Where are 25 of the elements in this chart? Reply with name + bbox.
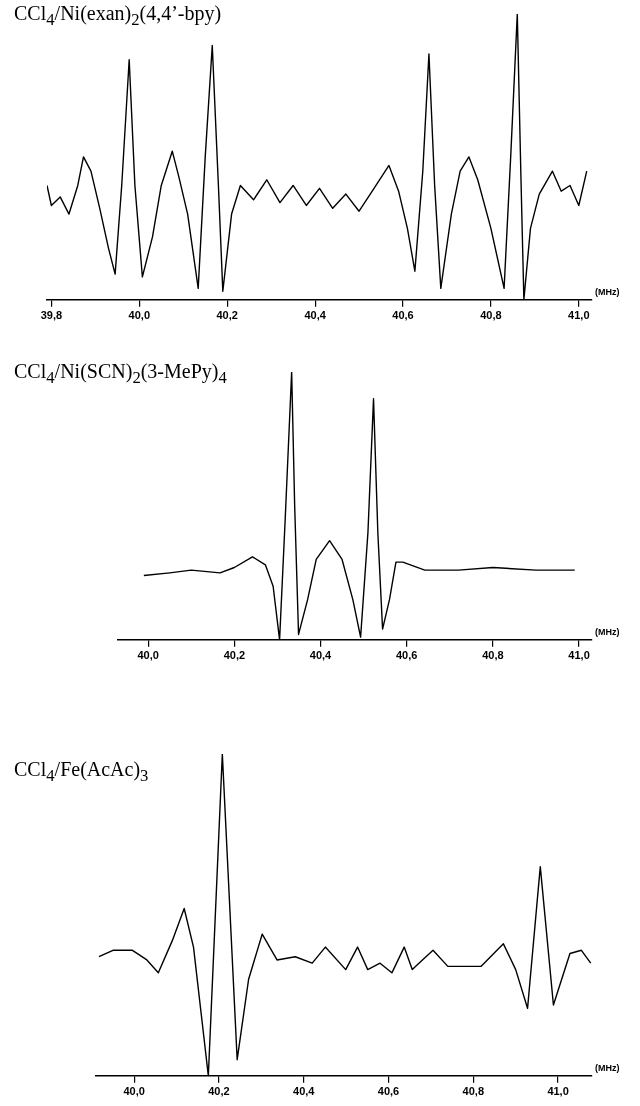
x-tick-label: 41,0	[568, 309, 590, 322]
x-tick-label: 40,4	[293, 1085, 316, 1098]
x-tick-label: 40,2	[208, 1085, 230, 1098]
x-axis-title: (MHz)	[595, 626, 620, 637]
x-tick-label: 41,0	[547, 1085, 569, 1098]
x-tick-label: 40,2	[223, 649, 246, 662]
x-tick-label: 40,4	[309, 649, 333, 662]
x-tick-label: 40,0	[123, 1085, 145, 1098]
x-tick-label: 39,8	[40, 309, 63, 322]
x-axis-title: (MHz)	[595, 1062, 620, 1073]
x-tick-label: 40,0	[137, 649, 159, 662]
chart-title: CCl$_{4}$/Ni(SCN)$_{2}$(3-MePy)$_{4}$	[14, 360, 227, 388]
x-tick-label: 40,6	[396, 649, 418, 662]
chart-title: CCl$_{4}$/Ni(exan)$_{2}$(4,4’-bpy)	[14, 2, 222, 30]
x-tick-label: 40,2	[216, 309, 238, 322]
chart-title: CCl$_{4}$/Fe(AcAc)$_{3}$	[14, 758, 149, 786]
x-tick-label: 40,0	[128, 309, 151, 322]
x-tick-label: 41,0	[568, 649, 590, 662]
x-tick-label: 40,4	[304, 309, 327, 322]
x-tick-label: 40,8	[462, 1085, 485, 1098]
x-axis-title: (MHz)	[595, 286, 620, 297]
x-tick-label: 40,6	[392, 309, 414, 322]
x-tick-label: 40,8	[480, 309, 502, 322]
x-tick-label: 40,8	[482, 649, 504, 662]
x-tick-label: 40,6	[377, 1085, 400, 1098]
